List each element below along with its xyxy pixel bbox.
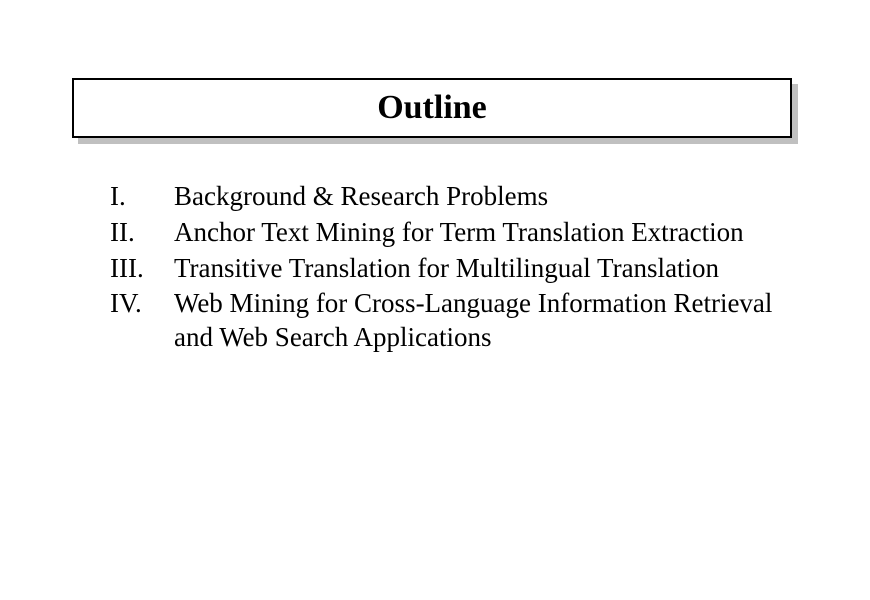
outline-list: I. Background & Research Problems II. An… (110, 180, 790, 357)
slide: Outline I. Background & Research Problem… (0, 0, 870, 600)
title-box: Outline (72, 78, 792, 138)
list-item: II. Anchor Text Mining for Term Translat… (110, 216, 790, 250)
list-text: Transitive Translation for Multilingual … (174, 252, 790, 286)
list-item: I. Background & Research Problems (110, 180, 790, 214)
list-item: III. Transitive Translation for Multilin… (110, 252, 790, 286)
list-numeral: III. (110, 252, 174, 286)
list-numeral: IV. (110, 287, 174, 321)
title-container: Outline (72, 78, 792, 138)
slide-title: Outline (377, 89, 487, 127)
list-numeral: II. (110, 216, 174, 250)
list-numeral: I. (110, 180, 174, 214)
list-text: Web Mining for Cross-Language Informatio… (174, 287, 790, 355)
list-text: Anchor Text Mining for Term Translation … (174, 216, 790, 250)
list-text: Background & Research Problems (174, 180, 790, 214)
list-item: IV. Web Mining for Cross-Language Inform… (110, 287, 790, 355)
